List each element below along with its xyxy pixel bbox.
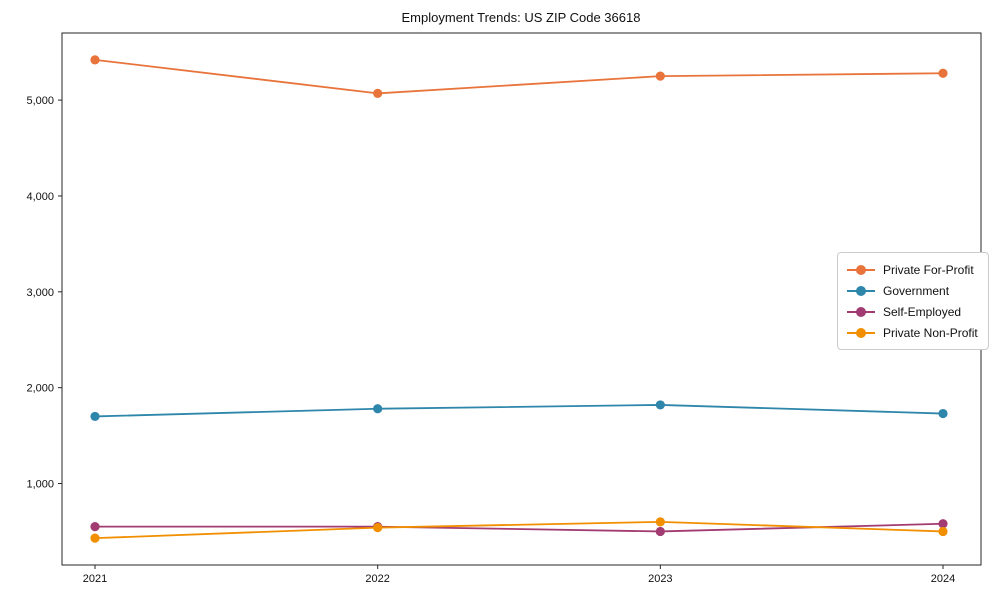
data-point-marker [90, 522, 100, 532]
y-tick-label: 3,000 [26, 287, 54, 299]
x-tick-label: 2024 [931, 573, 955, 585]
series-line-government [94, 404, 944, 418]
legend: Private For-Profit Government Self-Employe… [837, 252, 989, 350]
legend-item: Private For-Profit [847, 259, 978, 280]
legend-line-marker-icon [847, 306, 875, 317]
data-point-marker [655, 517, 665, 527]
x-tick-label: 2023 [648, 573, 672, 585]
data-point-marker [938, 519, 948, 529]
legend-item: Self-Employed [847, 301, 978, 322]
data-point-marker [938, 408, 948, 419]
y-tick-label: 1,000 [26, 479, 54, 491]
y-tick-label: 2,000 [26, 383, 54, 395]
data-point-marker [373, 404, 383, 414]
data-point-marker [655, 71, 665, 81]
y-tick-label: 4,000 [26, 191, 54, 203]
data-point-marker [90, 411, 100, 422]
data-point-marker [90, 55, 100, 65]
legend-item: Private Non-Profit [847, 322, 978, 343]
data-point-marker [655, 526, 665, 537]
data-point-marker [938, 68, 948, 78]
legend-line-marker-icon [847, 327, 875, 338]
series-line-private-non-profit [94, 520, 944, 540]
chart-title: Employment Trends: US ZIP Code 36618 [401, 10, 641, 25]
data-point-marker [373, 523, 383, 533]
data-point-marker [373, 88, 383, 98]
x-tick-label: 2021 [83, 573, 107, 585]
series-line-self-employed [95, 522, 944, 533]
data-point-marker [90, 533, 100, 543]
legend-line-marker-icon [847, 264, 875, 275]
legend-label: Private Non-Profit [883, 325, 978, 340]
legend-label: Government [883, 283, 950, 298]
data-point-marker [938, 526, 948, 537]
series-line-private-for-profit [94, 58, 944, 95]
legend-label: Self-Employed [883, 304, 962, 319]
legend-line-marker-icon [847, 285, 875, 296]
data-point-marker [655, 400, 665, 410]
y-tick-label: 5,000 [26, 95, 54, 107]
x-tick-label: 2022 [365, 573, 389, 585]
legend-label: Private For-Profit [883, 262, 974, 277]
legend-item: Government [847, 280, 978, 301]
